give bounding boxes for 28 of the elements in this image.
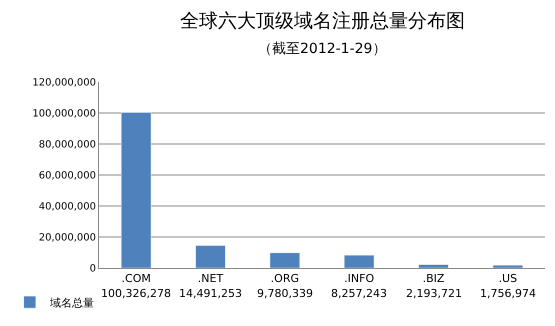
x-tick-label: .BIZ bbox=[422, 272, 445, 286]
data-label: 8,257,243 bbox=[331, 287, 387, 300]
x-tick-label: .US bbox=[498, 272, 518, 286]
y-tick-label: 60,000,000 bbox=[38, 170, 96, 182]
data-label: 2,193,721 bbox=[406, 287, 462, 300]
bar bbox=[270, 252, 300, 268]
legend-label: 域名总量 bbox=[48, 296, 94, 310]
data-label: 100,326,278 bbox=[101, 287, 171, 300]
y-tick-label: 20,000,000 bbox=[38, 232, 96, 244]
x-tick-label: .ORG bbox=[270, 272, 299, 286]
y-tick-label: 40,000,000 bbox=[38, 202, 96, 212]
y-tick-label: 100,000,000 bbox=[32, 108, 96, 120]
bar bbox=[344, 254, 374, 268]
bar bbox=[492, 265, 523, 268]
data-label: 14,491,253 bbox=[179, 287, 242, 300]
y-tick-label: 0 bbox=[90, 264, 96, 274]
y-tick-label: 80,000,000 bbox=[38, 140, 96, 150]
chart-subtitle: （截至2012-1-29） bbox=[258, 41, 386, 57]
y-tick-label: 120,000,000 bbox=[32, 78, 96, 88]
bar bbox=[195, 245, 226, 268]
x-tick-label: .NET bbox=[198, 272, 224, 286]
x-tick-label: .INFO bbox=[344, 272, 374, 286]
data-label: 1,756,974 bbox=[480, 287, 536, 300]
bar bbox=[121, 112, 152, 268]
bar bbox=[418, 264, 449, 268]
data-label: 9,780,339 bbox=[257, 287, 313, 300]
x-tick-label: .COM bbox=[122, 272, 151, 286]
chart-title: 全球六大顶级域名注册总量分布图 bbox=[180, 10, 465, 32]
